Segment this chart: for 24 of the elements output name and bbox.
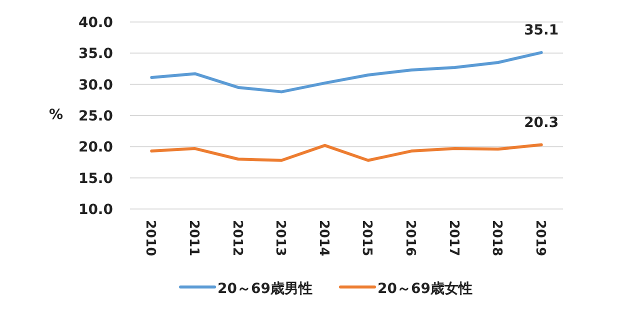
y-tick-label: 35.0 [78, 46, 114, 62]
y-tick-label: 25.0 [78, 108, 114, 124]
x-tick-label: 2015 [359, 220, 374, 256]
y-tick-label: 15.0 [78, 170, 114, 187]
data-label: 20.3 [524, 114, 559, 131]
x-tick-label: 2017 [446, 220, 461, 256]
x-tick-label: 2019 [532, 220, 548, 256]
y-tick-label: 20.0 [78, 140, 114, 156]
data-label: 35.1 [524, 22, 559, 39]
x-tick-label: 2010 [142, 220, 158, 256]
x-tick-label: 2018 [489, 220, 504, 256]
x-tick-label: 2014 [316, 220, 331, 256]
y-axis-title: % [48, 107, 64, 123]
y-tick-label: 10.0 [78, 202, 114, 218]
line-series [150, 51, 543, 94]
x-tick-label: 2013 [272, 220, 288, 256]
y-tick-label: 30.0 [78, 77, 114, 94]
legend-label: 20～69歳女性 [378, 281, 472, 297]
x-tick-label: 2016 [402, 220, 418, 256]
legend-label: 20～69歳男性 [218, 281, 312, 297]
x-tick-label: 2011 [186, 220, 201, 256]
y-tick-label: 40.0 [78, 15, 114, 31]
line-series [150, 143, 543, 162]
x-tick-label: 2012 [229, 220, 244, 256]
